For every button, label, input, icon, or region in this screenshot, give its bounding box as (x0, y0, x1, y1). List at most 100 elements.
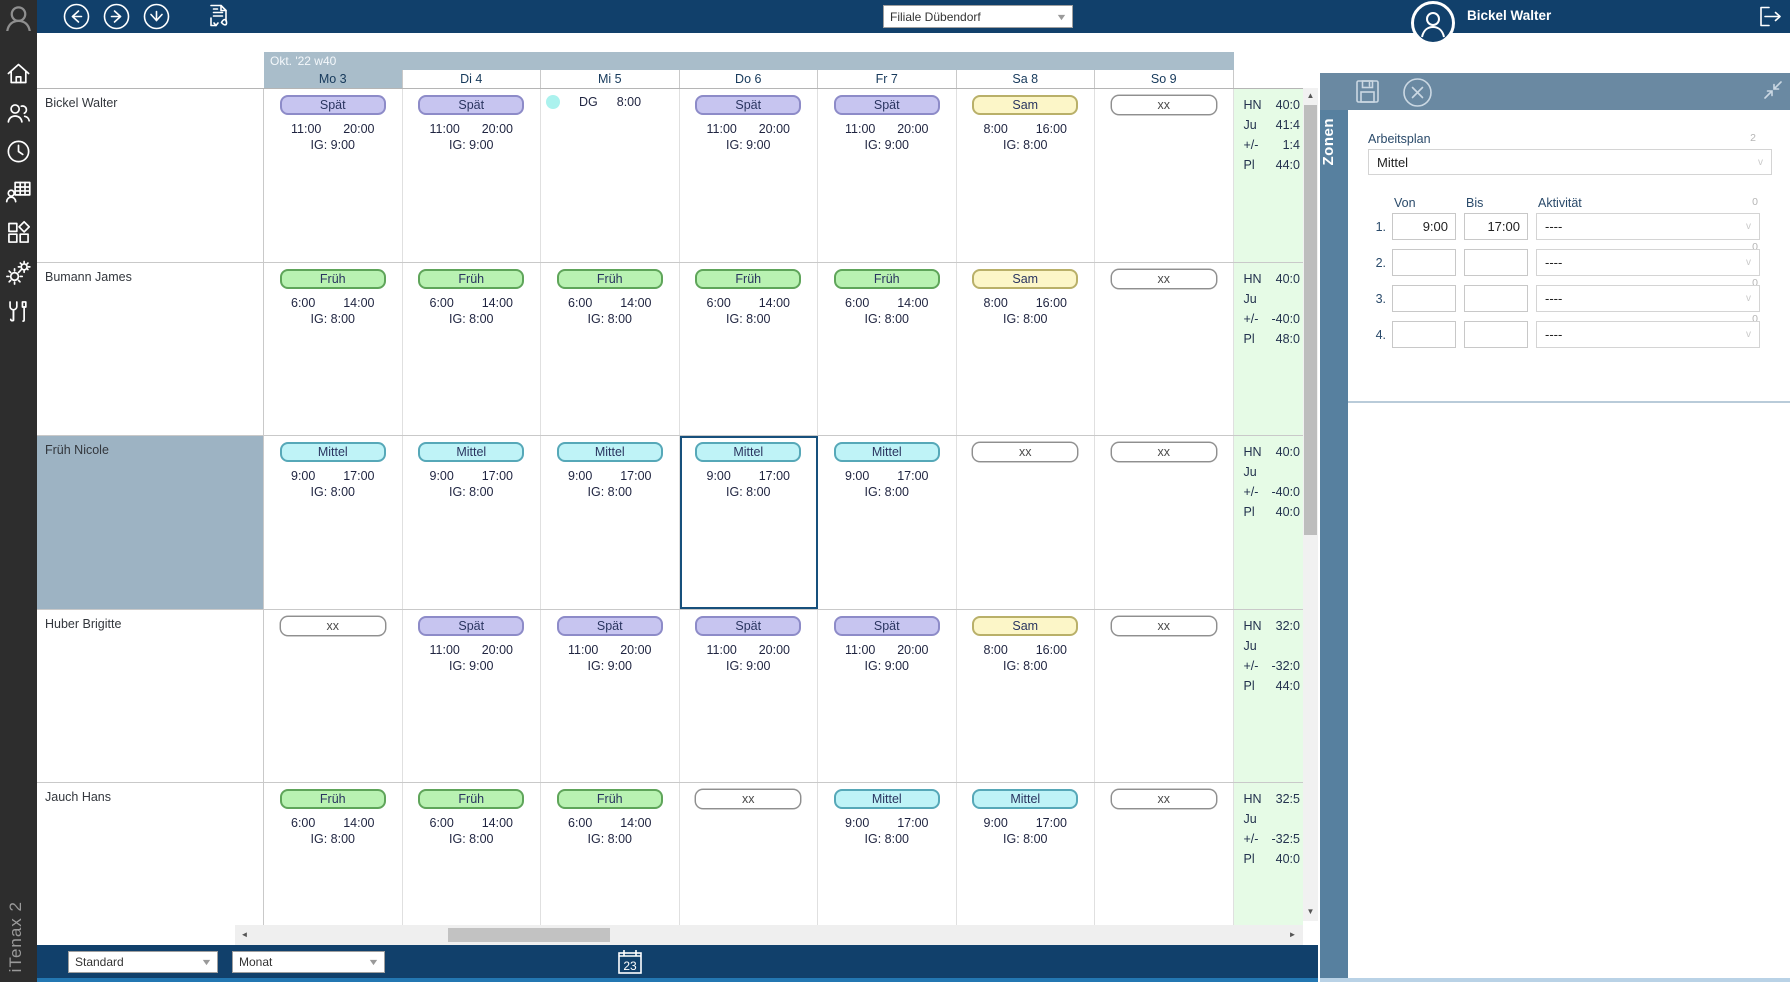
arbeitsplan-select[interactable]: Mittel v (1368, 149, 1772, 175)
shift-pill-mittel[interactable]: Mittel (695, 442, 802, 462)
shift-pill-xx[interactable]: xx (279, 615, 386, 636)
scroll-left-icon[interactable]: ◄ (240, 930, 249, 939)
shift-pill-mittel[interactable]: Mittel (279, 442, 386, 462)
day-header-di[interactable]: Di 4 (403, 70, 541, 88)
aktivitaet-select-2[interactable]: ---- v (1536, 249, 1760, 276)
aktivitaet-select-3[interactable]: ---- v (1536, 285, 1760, 312)
shift-cell[interactable]: Früh 6:00 14:00 IG: 8:00 (541, 783, 680, 925)
settings-icon[interactable] (5, 259, 32, 286)
close-icon[interactable] (1402, 77, 1433, 113)
day-header-do[interactable]: Do 6 (680, 70, 818, 88)
shift-cell[interactable]: Sam 8:00 16:00 IG: 8:00 (957, 262, 1095, 435)
shift-cell[interactable]: Mittel 9:00 17:00 IG: 8:00 (818, 783, 957, 925)
shift-cell[interactable]: Früh 6:00 14:00 IG: 8:00 (541, 262, 680, 435)
shift-pill-spät[interactable]: Spät (833, 615, 940, 636)
shift-pill-spät[interactable]: Spät (695, 615, 802, 636)
shift-pill-früh[interactable]: Früh (418, 789, 525, 809)
shift-pill-xx[interactable]: xx (1110, 615, 1217, 636)
shift-pill-spät[interactable]: Spät (279, 95, 386, 115)
horizontal-scrollbar[interactable] (235, 925, 1303, 945)
shift-cell[interactable]: Früh 6:00 14:00 IG: 8:00 (818, 262, 957, 435)
shift-cell[interactable]: DG 8:00 (541, 89, 680, 262)
tools-icon[interactable] (5, 298, 32, 325)
shift-pill-spät[interactable]: Spät (556, 615, 663, 636)
aktivitaet-select-4[interactable]: ---- v (1536, 321, 1760, 348)
shift-cell[interactable]: Mittel 9:00 17:00 IG: 8:00 (957, 783, 1095, 925)
shift-pill-früh[interactable]: Früh (418, 268, 525, 289)
bis-input-4[interactable] (1464, 321, 1528, 348)
shift-pill-mittel[interactable]: Mittel (418, 442, 525, 462)
shift-cell[interactable]: xx (1095, 609, 1234, 782)
shift-cell[interactable]: Spät 11:00 20:00 IG: 9:00 (403, 609, 541, 782)
shift-pill-früh[interactable]: Früh (279, 268, 386, 289)
day-header-mi[interactable]: Mi 5 (541, 70, 680, 88)
von-input-4[interactable] (1392, 321, 1456, 348)
scroll-right-icon[interactable]: ► (1288, 930, 1297, 939)
shift-cell[interactable]: Spät 11:00 20:00 IG: 9:00 (818, 609, 957, 782)
employee-name[interactable]: Früh Nicole (37, 436, 264, 609)
shift-cell[interactable]: xx (957, 436, 1095, 609)
shift-pill-xx[interactable]: xx (1110, 789, 1217, 809)
bis-input-3[interactable] (1464, 285, 1528, 312)
shift-cell[interactable]: xx (1095, 783, 1234, 925)
arrow-left-circle-icon[interactable] (63, 3, 90, 30)
vertical-scroll-thumb[interactable] (1304, 105, 1317, 535)
shift-pill-xx[interactable]: xx (695, 789, 802, 809)
calendar-day-icon[interactable]: 23 (615, 947, 645, 977)
selected-shift-cell[interactable]: Mittel 9:00 17:00 IG: 8:00 (679, 436, 818, 609)
shift-pill-früh[interactable]: Früh (279, 789, 386, 809)
branch-select[interactable]: Filiale Dübendorf ▼ (883, 5, 1073, 28)
shift-pill-sam[interactable]: Sam (972, 268, 1079, 289)
day-header-so[interactable]: So 9 (1095, 70, 1234, 88)
horizontal-scroll-thumb[interactable] (448, 928, 610, 942)
shift-pill-xx[interactable]: xx (1110, 95, 1217, 115)
shift-pill-xx[interactable]: xx (1110, 442, 1217, 462)
shift-pill-mittel[interactable]: Mittel (972, 789, 1079, 809)
von-input-1[interactable] (1392, 213, 1456, 240)
shift-pill-sam[interactable]: Sam (972, 95, 1079, 115)
shift-cell[interactable]: Früh 6:00 14:00 IG: 8:00 (680, 262, 818, 435)
day-header-mo[interactable]: Mo 3 (264, 70, 403, 88)
shift-pill-mittel[interactable]: Mittel (556, 442, 663, 462)
shift-cell[interactable]: Mittel 9:00 17:00 IG: 8:00 (403, 436, 541, 609)
shift-cell[interactable]: Mittel 9:00 17:00 IG: 8:00 (264, 436, 403, 609)
day-header-fr[interactable]: Fr 7 (818, 70, 957, 88)
shift-pill-früh[interactable]: Früh (833, 268, 940, 289)
shift-cell[interactable]: Früh 6:00 14:00 IG: 8:00 (403, 783, 541, 925)
shift-pill-spät[interactable]: Spät (833, 95, 940, 115)
save-icon[interactable] (1353, 77, 1382, 111)
shift-cell[interactable]: Spät 11:00 20:00 IG: 9:00 (818, 89, 957, 262)
shift-cell[interactable]: xx (264, 609, 403, 782)
shift-cell[interactable]: Spät 11:00 20:00 IG: 9:00 (264, 89, 403, 262)
collapse-icon[interactable] (1764, 81, 1782, 104)
shift-cell[interactable]: xx (1095, 89, 1234, 262)
view-select[interactable]: Standard ▼ (68, 951, 218, 973)
aktivitaet-select-1[interactable]: ---- v (1536, 213, 1760, 240)
shift-pill-spät[interactable]: Spät (695, 95, 802, 115)
shift-pill-mittel[interactable]: Mittel (833, 789, 940, 809)
home-icon[interactable] (5, 60, 32, 87)
employee-name[interactable]: Jauch Hans (37, 783, 264, 925)
staff-schedule-icon[interactable] (5, 178, 32, 205)
shift-pill-mittel[interactable]: Mittel (833, 442, 940, 462)
export-pdf-icon[interactable] (205, 3, 232, 30)
shift-cell[interactable]: Spät 11:00 20:00 IG: 9:00 (680, 89, 818, 262)
arrow-down-circle-icon[interactable] (143, 3, 170, 30)
shift-cell[interactable]: Sam 8:00 16:00 IG: 8:00 (957, 609, 1095, 782)
shift-cell[interactable]: xx (1095, 262, 1234, 435)
shift-pill-spät[interactable]: Spät (418, 615, 525, 636)
shift-pill-früh[interactable]: Früh (556, 268, 663, 289)
employee-name[interactable]: Huber Brigitte (37, 609, 264, 782)
bis-input-1[interactable] (1464, 213, 1528, 240)
shift-cell[interactable]: Spät 11:00 20:00 IG: 9:00 (403, 89, 541, 262)
logout-icon[interactable] (1752, 3, 1785, 30)
shift-cell[interactable]: Mittel 9:00 17:00 IG: 8:00 (541, 436, 680, 609)
clock-icon[interactable] (5, 138, 32, 165)
scroll-down-icon[interactable]: ▼ (1306, 907, 1315, 916)
shift-cell[interactable]: Früh 6:00 14:00 IG: 8:00 (403, 262, 541, 435)
shift-cell[interactable]: Spät 11:00 20:00 IG: 9:00 (541, 609, 680, 782)
von-input-3[interactable] (1392, 285, 1456, 312)
shift-pill-sam[interactable]: Sam (972, 615, 1079, 636)
shift-cell[interactable]: xx (1095, 436, 1234, 609)
period-select[interactable]: Monat ▼ (232, 951, 385, 973)
